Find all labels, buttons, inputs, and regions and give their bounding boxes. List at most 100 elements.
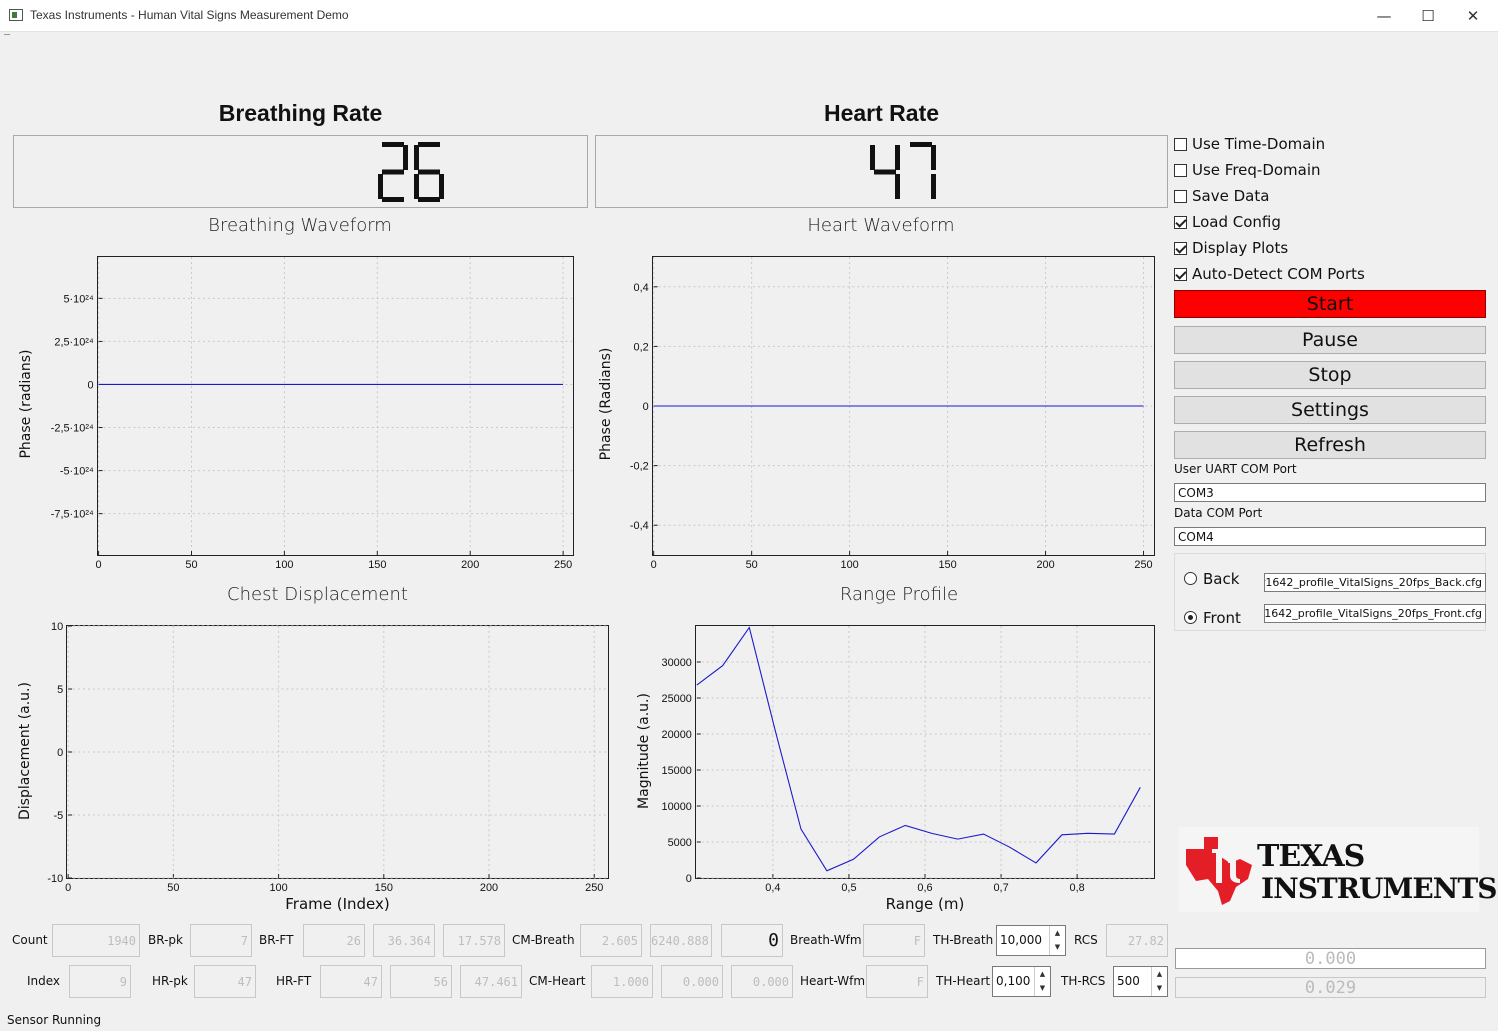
heart-ylabel: Phase (Radians) [598,347,614,461]
cm-breath-display-2: 6240.888 [650,924,712,957]
ti-logo-text-line2: Instruments [1261,872,1497,905]
checkbox-box[interactable] [1174,137,1187,151]
lcd-segment [418,169,440,175]
app-icon [9,9,23,21]
back-config-file-field[interactable]: xwr1642_profile_VitalSigns_20fps_Back.cf… [1264,573,1486,592]
spin-arrows-icon[interactable]: ▲ ▼ [1151,967,1167,996]
x-tick-label: 100 [275,559,293,571]
maximize-icon[interactable]: ☐ [1421,7,1435,25]
lcd-segment [418,142,440,147]
auto-detect-com-checkbox[interactable]: Auto-Detect COM Ports [1174,264,1365,284]
x-tick-label: 150 [368,559,386,571]
lcd-segment [439,174,444,199]
refresh-button[interactable]: Refresh [1174,431,1486,459]
x-tick-label: 0,5 [841,882,856,894]
checkbox-box[interactable] [1174,267,1187,281]
x-tick-label: 0,4 [765,882,780,894]
spin-arrows-icon[interactable]: ▲ ▼ [1034,967,1050,996]
checkbox-box[interactable] [1174,215,1187,229]
checkbox-box[interactable] [1174,189,1187,203]
br-pk-display: 7 [190,924,252,957]
x-tick-label: 50 [746,559,758,571]
lcd-segment [378,174,383,199]
lcd-segment [910,142,932,147]
cm-heart-label: CM-Heart [529,974,586,988]
close-icon[interactable]: ✕ [1466,7,1480,25]
checkbox-label: Save Data [1192,187,1270,205]
load-config-checkbox[interactable]: Load Config [1174,212,1281,232]
cm-breath-label: CM-Breath [512,933,575,947]
br-ft-display-3: 17.578 [443,924,505,957]
back-config-file: xwr1642_profile_VitalSigns_20fps_Back.cf… [1264,576,1482,589]
checkbox-label: Display Plots [1192,239,1289,257]
settings-button[interactable]: Settings [1174,396,1486,424]
uart-port-field[interactable]: COM3 [1174,483,1486,502]
x-tick-label: 250 [585,882,603,894]
data-port-field[interactable]: COM4 [1174,527,1486,546]
y-tick-label: 5000 [668,837,692,849]
menu-bar [4,34,10,35]
y-tick-label: -0,4 [630,520,649,532]
y-tick-label: 10 [51,621,63,633]
th-heart-spinbox[interactable]: 0,100 ▲ ▼ [992,966,1051,997]
display-plots-checkbox[interactable]: Display Plots [1174,238,1288,258]
back-radio[interactable] [1184,572,1197,585]
stop-button[interactable]: Stop [1174,361,1486,389]
heart-waveform-plot: 0 50 100 150 200 250 0,4 0,2 0 -0,2 -0,4 [630,256,1155,571]
x-tick-label: 0 [65,882,71,894]
hr-ft-label: HR-FT [276,974,312,988]
y-tick-label: -2,5·10²⁴ [51,423,94,435]
lcd-segment [874,169,896,175]
th-heart-value: 0,100 [996,974,1031,988]
status-text: Sensor Running [7,1013,102,1027]
minimize-icon[interactable]: — [1376,7,1392,25]
start-button[interactable]: Start [1174,290,1486,318]
config-group [1174,553,1486,631]
lcd-segment [931,145,936,170]
lcd-segment [382,142,404,147]
x-tick-label: 200 [1036,559,1054,571]
front-radio[interactable] [1184,611,1197,624]
x-tick-label: 50 [167,882,179,894]
breathing-rate-value [378,136,444,208]
rcs-label: RCS [1074,933,1098,947]
heart-rate-value [870,136,936,208]
lcd-segment [382,197,404,202]
rcs-display: 27.82 [1106,924,1168,957]
use-time-domain-checkbox[interactable]: Use Time-Domain [1174,134,1325,154]
x-tick-label: 0,8 [1070,882,1085,894]
th-breath-value: 10,000 [1000,933,1042,947]
hr-pk-display: 47 [194,965,256,998]
breathing-waveform-title: Breathing Waveform [208,215,392,236]
y-tick-label: 0 [57,747,63,759]
spin-arrows-icon[interactable]: ▲ ▼ [1049,926,1065,955]
y-tick-label: 5 [57,684,63,696]
lcd-digit [870,145,900,199]
pause-button[interactable]: Pause [1174,326,1486,354]
x-tick-label: 0 [651,559,657,571]
save-data-checkbox[interactable]: Save Data [1174,186,1269,206]
th-rcs-spinbox[interactable]: 500 ▲ ▼ [1113,966,1168,997]
br-ft-display-2: 36.364 [373,924,435,957]
checkbox-box[interactable] [1174,163,1187,177]
index-label: Index [27,974,61,988]
title-bar [0,0,1498,32]
br-ft-display: 26 [303,924,365,957]
lcd-segment [414,145,419,170]
front-config-file-field[interactable]: xwr1642_profile_VitalSigns_20fps_Front.c… [1264,604,1486,623]
ti-logo: Texas Instruments [1179,827,1497,912]
breath-wfm-display: F [863,924,925,957]
checkbox-box[interactable] [1174,241,1187,255]
count-label: Count [12,933,48,947]
y-tick-label: 0 [686,873,692,885]
x-tick-label: 0 [96,559,102,571]
chest-ylabel: Displacement (a.u.) [17,682,33,820]
window-title: Texas Instruments - Human Vital Signs Me… [30,8,349,22]
use-freq-domain-checkbox[interactable]: Use Freq-Domain [1174,160,1321,180]
th-breath-spinbox[interactable]: 10,000 ▲ ▼ [996,925,1066,956]
breathing-rate-title: Breathing Rate [218,100,383,126]
range-xlabel: Range (m) [885,895,965,913]
range-profile-title: Range Profile [839,584,959,605]
y-tick-label: 10000 [662,801,692,813]
